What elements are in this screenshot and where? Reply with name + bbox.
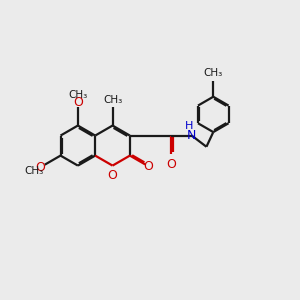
- Text: O: O: [144, 160, 153, 173]
- Text: O: O: [73, 95, 83, 109]
- Text: N: N: [187, 129, 196, 142]
- Text: O: O: [166, 158, 176, 171]
- Text: O: O: [35, 161, 45, 174]
- Text: CH₃: CH₃: [68, 90, 88, 100]
- Text: H: H: [185, 121, 194, 131]
- Text: CH₃: CH₃: [204, 68, 223, 79]
- Text: O: O: [108, 169, 118, 182]
- Text: CH₃: CH₃: [103, 95, 122, 105]
- Text: CH₃: CH₃: [24, 166, 44, 176]
